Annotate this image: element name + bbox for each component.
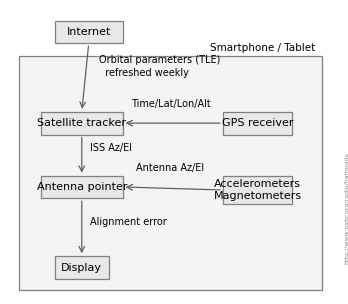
Bar <box>55 21 123 43</box>
Text: Orbital parameters (TLE)
  refreshed weekly: Orbital parameters (TLE) refreshed weekl… <box>99 55 221 78</box>
Bar <box>223 176 292 204</box>
Bar <box>223 112 292 135</box>
Bar <box>19 56 322 290</box>
Text: ISS Az/El: ISS Az/El <box>90 143 133 153</box>
Text: http://www.pabr.org/radio/hampads: http://www.pabr.org/radio/hampads <box>345 152 348 264</box>
Text: Satellite tracker: Satellite tracker <box>37 118 126 128</box>
Text: Accelerometers
Magnetometers: Accelerometers Magnetometers <box>213 179 302 201</box>
Text: Smartphone / Tablet: Smartphone / Tablet <box>210 43 315 53</box>
Bar <box>41 175 122 198</box>
Text: Display: Display <box>61 263 102 272</box>
Bar <box>41 112 122 135</box>
Text: Time/Lat/Lon/Alt: Time/Lat/Lon/Alt <box>130 99 211 109</box>
Text: GPS receiver: GPS receiver <box>222 118 293 128</box>
Text: Alignment error: Alignment error <box>90 217 167 227</box>
Text: Internet: Internet <box>66 27 111 37</box>
Bar <box>55 256 109 279</box>
Text: Antenna pointer: Antenna pointer <box>37 182 127 192</box>
Text: Antenna Az/El: Antenna Az/El <box>136 163 205 173</box>
